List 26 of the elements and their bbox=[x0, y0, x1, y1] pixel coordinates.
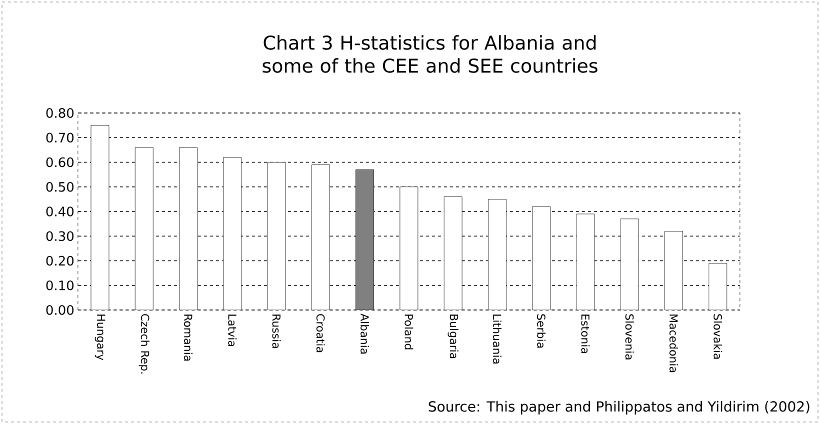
x-tick-label: Croatia bbox=[316, 314, 325, 352]
x-tick-label: Hungary bbox=[94, 314, 106, 360]
x-tick-label: Macedonia bbox=[669, 314, 678, 372]
x-tick-label: Estonia bbox=[581, 314, 590, 354]
y-tick-label: 0.30 bbox=[46, 231, 74, 242]
y-tick-label: 0.50 bbox=[46, 182, 74, 192]
y-tick-label: 0.70 bbox=[46, 132, 74, 143]
y-tick-label: 0.20 bbox=[46, 256, 74, 266]
x-tick-label: Romania bbox=[184, 314, 193, 361]
chart-title: Chart 3 H-statistics for Albania and some of the CEE and SEE countries bbox=[262, 35, 598, 73]
x-tick-label: Latvia bbox=[228, 314, 237, 346]
y-tick-label: 0.80 bbox=[46, 108, 74, 118]
y-tick-label: 0.60 bbox=[46, 157, 74, 168]
x-tick-label: Russia bbox=[272, 314, 281, 348]
source-note: Source: This paper and Philippatos and Yildirim (2002) bbox=[428, 400, 810, 414]
x-tick-label: Lithuania bbox=[492, 314, 502, 364]
x-tick-label: Bulgaria bbox=[448, 314, 458, 358]
x-tick-label: Slovakia bbox=[714, 314, 722, 359]
x-tick-label: Serbia bbox=[537, 314, 546, 348]
x-tick-label: Czech Rep. bbox=[138, 314, 150, 374]
y-tick-label: 0.10 bbox=[46, 280, 74, 290]
x-tick-label: Slovenia bbox=[625, 314, 634, 360]
y-tick-label: 0.00 bbox=[46, 305, 74, 315]
x-tick-label: Poland bbox=[404, 314, 414, 350]
x-tick-label: Albania bbox=[360, 314, 370, 354]
y-tick-label: 0.40 bbox=[46, 206, 74, 216]
